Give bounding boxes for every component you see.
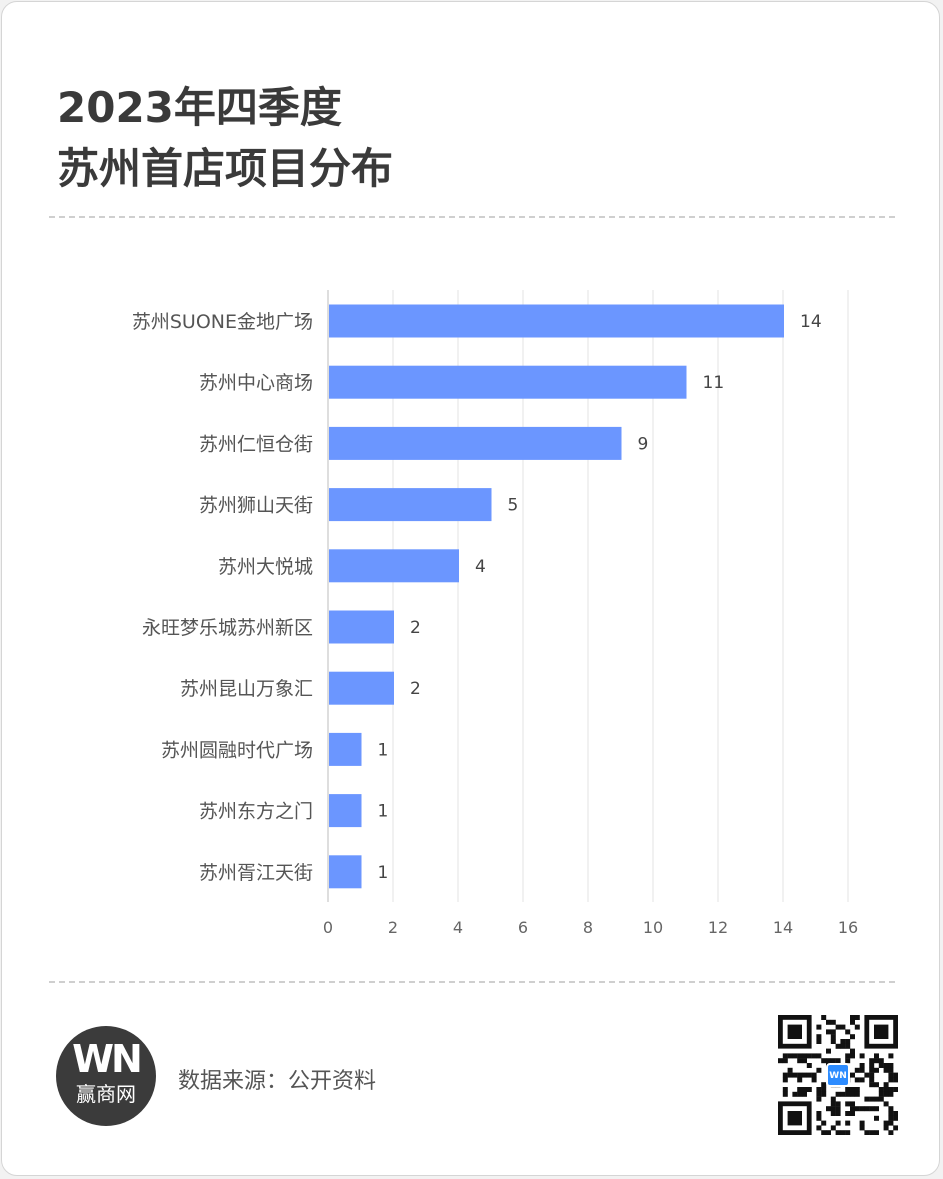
x-tick-label-10: 10 [643,918,663,937]
qr-code-pattern [778,1015,899,1136]
qr-code[interactable]: WN [778,1015,899,1136]
bottom-divider [49,981,895,983]
bar-3 [329,488,492,522]
bar-7 [329,732,362,766]
page-title-line1: 2023年四季度 [57,83,342,132]
winshang-logo: WN 赢商网 [56,1026,156,1126]
category-label-6: 苏州昆山万象汇 [180,678,313,700]
x-tick-label-8: 8 [583,918,593,937]
value-label-0: 14 [800,312,822,332]
value-label-3: 5 [508,496,519,516]
bar-1 [329,365,687,399]
x-tick-label-4: 4 [453,918,463,937]
category-label-5: 永旺梦乐城苏州新区 [142,617,313,639]
value-label-2: 9 [638,434,649,454]
bar-8 [329,794,362,828]
x-tick-label-12: 12 [708,918,728,937]
value-label-4: 4 [475,557,486,577]
category-label-0: 苏州SUONE金地广场 [132,311,313,333]
bar-0 [329,304,784,338]
logo-mark: WN [72,1037,143,1081]
value-label-7: 1 [378,740,389,760]
value-label-8: 1 [378,802,389,822]
value-label-6: 2 [410,679,421,699]
top-divider [49,216,895,218]
bar-6 [329,671,394,705]
bar-5 [329,610,394,644]
x-tick-label-6: 6 [518,918,528,937]
bar-4 [329,549,459,583]
value-label-1: 11 [703,373,725,393]
category-label-2: 苏州仁恒仓街 [199,433,313,455]
category-label-9: 苏州胥江天街 [199,862,313,884]
x-tick-label-16: 16 [838,918,858,937]
category-label-4: 苏州大悦城 [218,556,313,578]
value-label-9: 1 [378,863,389,883]
bar-9 [329,855,362,889]
x-tick-label-14: 14 [773,918,793,937]
bar-2 [329,426,622,460]
x-tick-label-2: 2 [388,918,398,937]
category-label-7: 苏州圆融时代广场 [161,739,313,761]
category-label-1: 苏州中心商场 [199,372,313,394]
category-label-8: 苏州东方之门 [199,801,313,823]
qr-logo-badge: WN [826,1063,850,1087]
page-title-line2: 苏州首店项目分布 [57,144,394,193]
logo-name: 赢商网 [76,1082,136,1106]
x-tick-label-0: 0 [323,918,333,937]
data-source-text: 数据来源：公开资料 [178,1069,377,1094]
category-label-3: 苏州狮山天街 [199,495,313,517]
value-label-5: 2 [410,618,421,638]
